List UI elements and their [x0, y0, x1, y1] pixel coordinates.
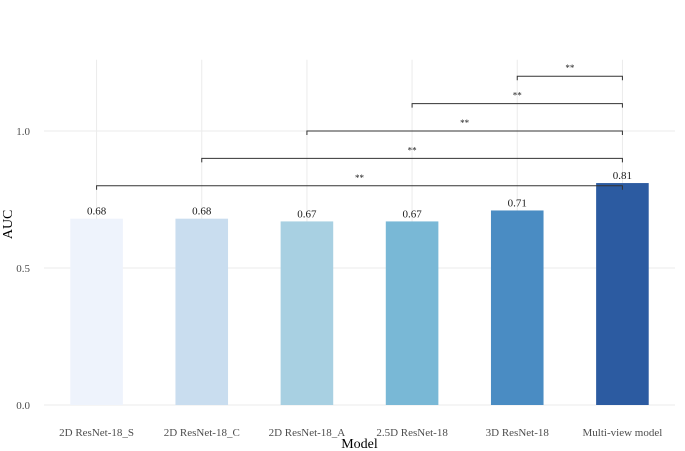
significance-label: **: [408, 145, 418, 155]
significance-label: **: [355, 173, 365, 183]
data-label: 0.71: [508, 197, 527, 209]
y-tick-label: 1.0: [16, 126, 30, 138]
bar: [385, 221, 439, 405]
x-tick-label: Multi-view model: [583, 427, 663, 439]
x-tick-label: 2D ResNet-18_C: [164, 427, 240, 439]
data-label: 0.67: [402, 208, 422, 220]
bar: [280, 221, 334, 405]
x-tick-label: 3D ResNet-18: [486, 427, 550, 439]
x-tick-label: 2D ResNet-18_S: [59, 427, 134, 439]
x-tick-label: 2D ResNet-18_A: [269, 427, 346, 439]
bars: [70, 183, 649, 405]
y-axis-title: AUC: [1, 210, 16, 240]
x-tick-label: 2.5D ResNet-18: [376, 427, 448, 439]
significance-label: **: [513, 91, 523, 101]
y-tick-label: 0.5: [16, 263, 30, 275]
data-label: 0.68: [87, 206, 107, 218]
significance-label: **: [565, 63, 575, 73]
bar: [490, 210, 544, 405]
tick-labels: 0.68 0.68 0.67 0.67 0.71 0.81 2D ResNet-18_S 2D…: [16, 126, 662, 439]
x-axis-title: Model: [341, 437, 378, 451]
data-label: 0.81: [613, 170, 632, 182]
significance-bracket: [306, 130, 623, 135]
bar: [70, 218, 123, 405]
significance-bracket: [411, 103, 623, 108]
significance-label: **: [460, 118, 470, 128]
y-tick-label: 0.0: [16, 400, 30, 412]
significance-bracket: [201, 157, 623, 163]
significance-brackets: ** ** ** ** **: [96, 63, 623, 190]
data-label: 0.68: [192, 206, 212, 218]
significance-bracket: [96, 185, 623, 190]
significance-bracket: [516, 75, 623, 81]
data-label: 0.67: [297, 208, 317, 220]
bar: [596, 183, 649, 405]
bar: [175, 218, 229, 405]
grid: [44, 59, 675, 406]
